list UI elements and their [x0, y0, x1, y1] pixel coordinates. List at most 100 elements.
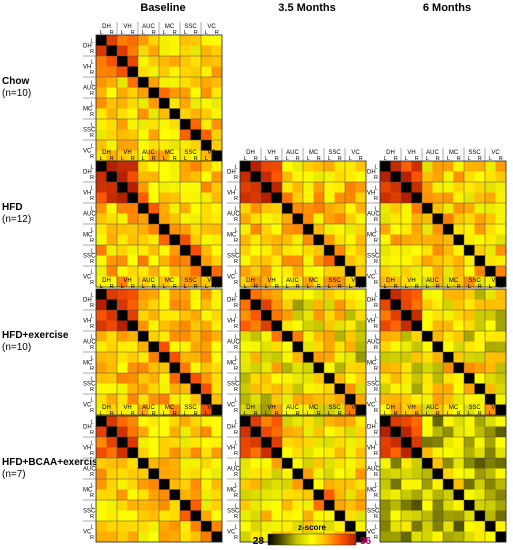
heatmap-cell: [211, 255, 223, 267]
heatmap-cell: [250, 447, 262, 459]
heatmap-cell: [117, 171, 128, 183]
heatmap-cell: [271, 458, 283, 469]
heatmap-cell: [190, 299, 202, 311]
heatmap-cell: [96, 119, 107, 130]
heatmap-cell: [474, 161, 486, 172]
hemisphere-label: R: [394, 156, 398, 162]
heatmap-cell: [464, 479, 475, 490]
heatmap-cell: [138, 352, 149, 363]
hemisphere-label: L: [184, 156, 187, 162]
heatmap-cell: [117, 192, 128, 204]
heatmap-cell: [345, 437, 356, 448]
heatmap-cell: [106, 77, 118, 88]
heatmap-cell: [240, 331, 251, 342]
heatmap-cell: [201, 458, 212, 469]
group-label-hfd-bcaa-exercise: HFD+BCAA+exercise (n=7): [2, 457, 103, 481]
heatmap-cell: [190, 77, 202, 88]
heatmap-cell: [211, 510, 223, 522]
heatmap-cell: [380, 234, 391, 246]
heatmap-cell: [380, 500, 391, 511]
heatmap-cell: [148, 234, 160, 246]
heatmap-cell: [282, 373, 293, 384]
region-label: VC: [207, 278, 216, 284]
heatmap-cell: [96, 341, 107, 353]
heatmap-cell: [292, 320, 304, 332]
heatmap-cell: [453, 234, 465, 246]
heatmap-cell: [117, 77, 128, 88]
heatmap-cell: [169, 479, 181, 490]
heatmap-cell: [190, 416, 202, 427]
heatmap-cell: [159, 119, 170, 130]
region-label: MC: [227, 488, 237, 494]
heatmap-cell: [443, 341, 454, 353]
heatmap-cell: [474, 182, 486, 193]
hemisphere-label: R: [359, 411, 363, 417]
heatmap-cell: [313, 404, 325, 416]
heatmap-cell: [180, 352, 191, 363]
hemisphere-label: L: [90, 185, 93, 191]
heatmap-cell: [401, 171, 412, 183]
heatmap-cell: [180, 416, 191, 427]
heatmap-cell: [411, 245, 423, 256]
heatmap-cell: [201, 289, 212, 300]
heatmap-cell: [432, 289, 444, 300]
heatmap-cell: [117, 426, 128, 438]
colorbar-title: z-score: [298, 523, 327, 532]
hemisphere-label: L: [205, 411, 208, 417]
heatmap-cell: [138, 341, 149, 353]
heatmap-cell: [292, 383, 304, 395]
heatmap-cell: [106, 161, 118, 172]
heatmap-cell: [96, 299, 107, 311]
heatmap-cell: [390, 161, 402, 172]
heatmap-cell: [390, 510, 402, 522]
hemisphere-label: L: [265, 156, 268, 162]
heatmap-cell: [443, 394, 454, 405]
heatmap-cell: [261, 213, 272, 225]
region-label: DH: [246, 278, 255, 284]
heatmap-cell: [117, 299, 128, 311]
heatmap-cell: [443, 383, 454, 395]
heatmap-cell: [240, 255, 251, 267]
heatmap-cell: [190, 276, 202, 288]
heatmap-cell: [180, 458, 191, 469]
heatmap-cell: [453, 426, 465, 438]
region-label: VC: [227, 275, 236, 281]
heatmap-cell: [474, 416, 486, 427]
heatmap-cell: [474, 276, 486, 288]
heatmap-cell: [190, 108, 202, 120]
hemisphere-label: R: [90, 217, 94, 223]
group-n: (n=10): [2, 342, 32, 353]
heatmap-cell: [159, 531, 170, 543]
heatmap-cell: [282, 213, 293, 225]
hemisphere-label: R: [215, 411, 219, 417]
heatmap-cell: [159, 416, 170, 427]
group-name: HFD+BCAA+exercise: [2, 457, 104, 468]
region-label: MC: [227, 233, 237, 239]
heatmap-cell: [401, 161, 412, 172]
heatmap-cell: [453, 331, 465, 342]
heatmap-cell: [334, 245, 346, 256]
heatmap-cell: [443, 161, 454, 172]
heatmap-cell: [180, 373, 191, 384]
heatmap-cell: [169, 213, 181, 225]
heatmap-cell: [453, 383, 465, 395]
region-label: VC: [227, 403, 236, 409]
hemisphere-label: L: [447, 156, 450, 162]
heatmap-cell: [169, 56, 181, 67]
heatmap-cell: [355, 161, 367, 172]
heatmap-cell: [282, 447, 293, 459]
heatmap-cell: [190, 35, 202, 46]
heatmap-cell: [106, 245, 118, 256]
heatmap-cell: [345, 416, 356, 427]
heatmap-cell: [422, 192, 433, 204]
region-label: VH: [367, 191, 375, 197]
hemisphere-label: L: [234, 227, 237, 233]
hemisphere-label: L: [307, 284, 310, 290]
heatmap-cell: [324, 192, 335, 204]
heatmap-cell: [180, 45, 191, 57]
heatmap-cell: [313, 383, 325, 395]
heatmap-cell: [148, 129, 160, 141]
heatmap-cell: [240, 426, 251, 438]
heatmap-cell: [117, 510, 128, 522]
heatmap-cell: [201, 320, 212, 332]
